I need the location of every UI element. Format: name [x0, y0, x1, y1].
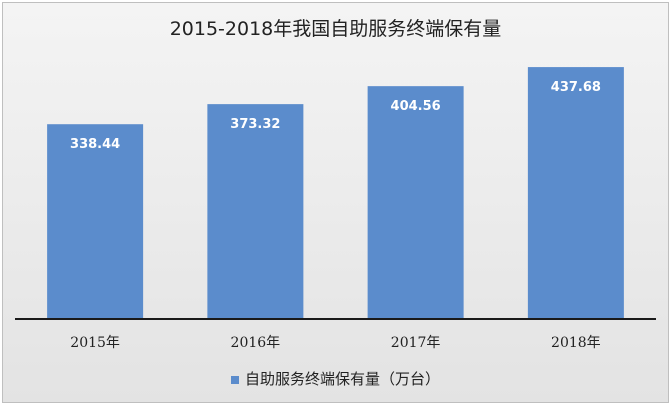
bar-2 [367, 86, 464, 319]
legend: 自助服务终端保有量（万台） [0, 368, 671, 389]
bar-3 [527, 67, 624, 319]
x-tick-label-3: 2018年 [551, 335, 601, 351]
data-label-3: 437.68 [551, 80, 601, 95]
data-label-2: 404.56 [391, 99, 441, 114]
bar-0 [47, 124, 144, 319]
x-tick-label-0: 2015年 [70, 335, 120, 351]
legend-label: 自助服务终端保有量（万台） [244, 370, 440, 388]
x-tick-label-1: 2016年 [231, 335, 281, 351]
bar-1 [207, 104, 304, 319]
x-tick-label-2: 2017年 [391, 335, 441, 351]
legend-swatch [230, 375, 239, 384]
chart-title: 2015-2018年我国自助服务终端保有量 [169, 18, 502, 40]
data-label-0: 338.44 [70, 137, 120, 152]
data-label-1: 373.32 [230, 117, 280, 132]
